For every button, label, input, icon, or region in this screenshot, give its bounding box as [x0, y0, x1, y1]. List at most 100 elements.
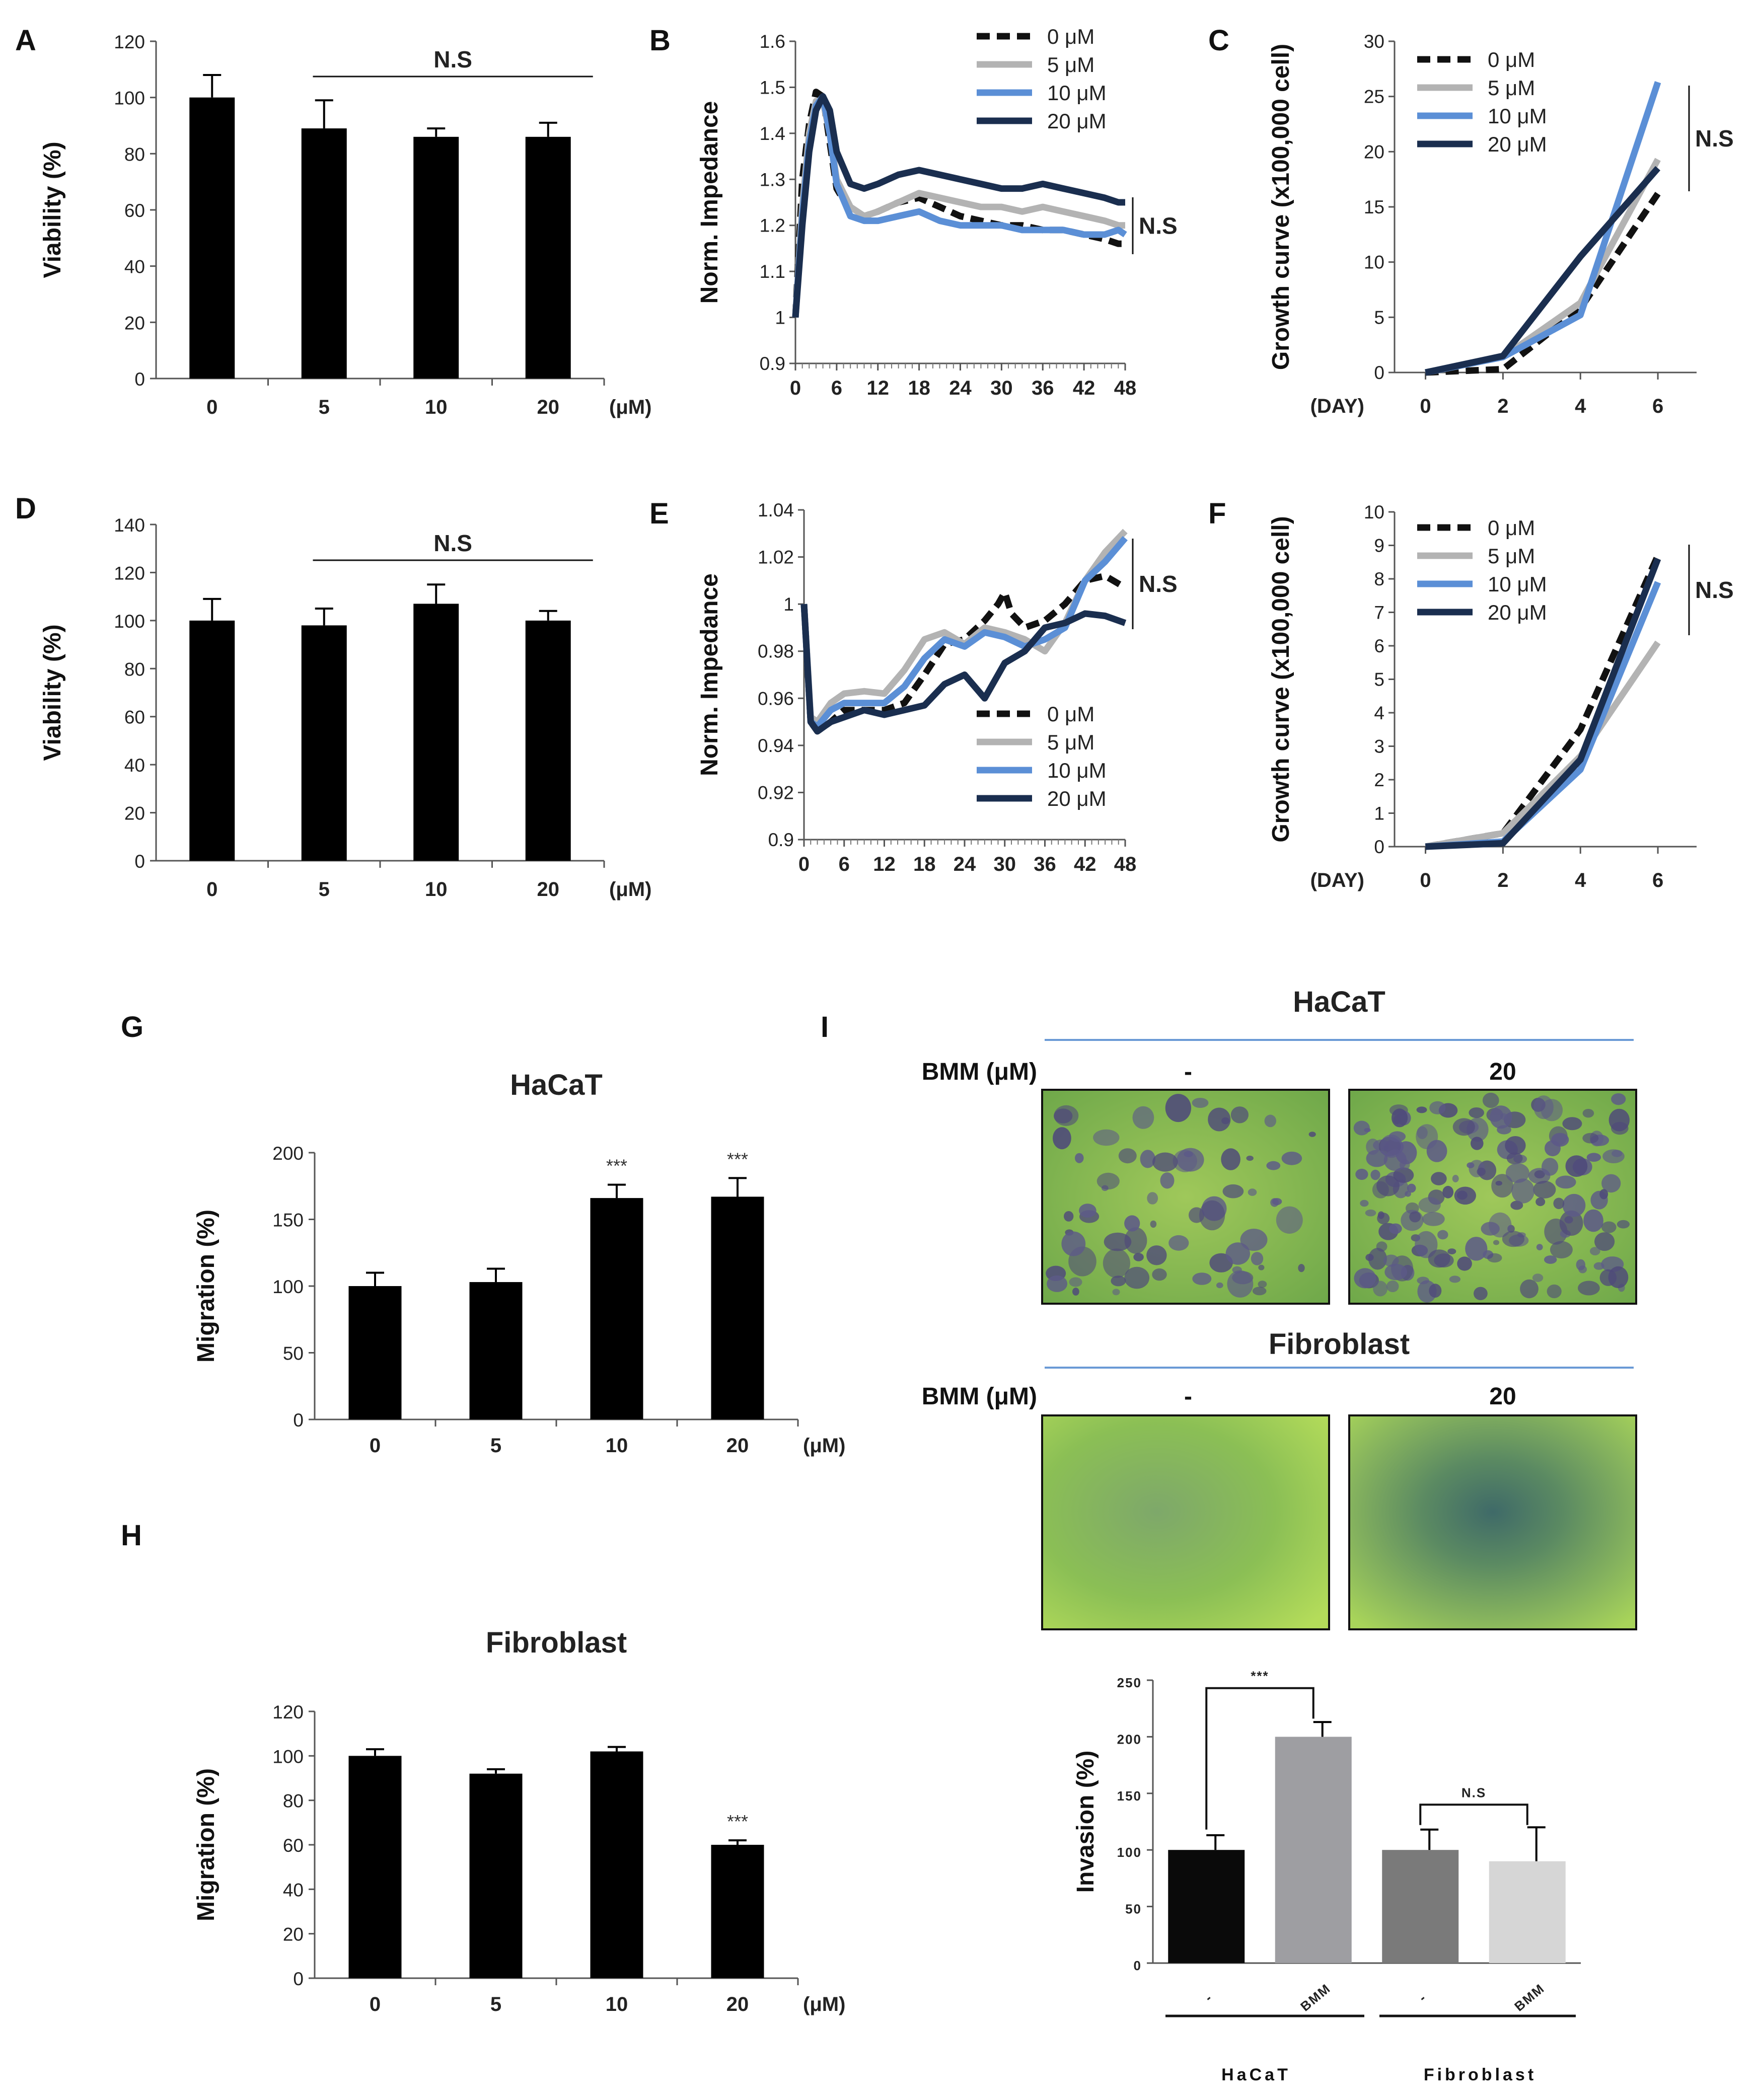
- micrograph-hacat-control-spots: [1046, 1094, 1316, 1298]
- bar: [413, 604, 459, 861]
- x-tick-label: 36: [1034, 853, 1056, 875]
- y-tick-label: 0.9: [760, 353, 785, 374]
- x-tick-label: 0: [1420, 395, 1431, 417]
- y-tick-label: 80: [124, 144, 145, 165]
- stain-spot: [1079, 1204, 1096, 1218]
- stain-spot: [1535, 1197, 1546, 1207]
- y-tick-label: 1.04: [758, 500, 794, 520]
- stain-spot: [1232, 1266, 1242, 1273]
- x-tick-label: BMM: [1297, 1981, 1333, 2014]
- stain-spot: [1471, 1137, 1484, 1150]
- stain-spot: [1487, 1253, 1502, 1263]
- stain-spot: [1449, 1276, 1461, 1283]
- x-tick-label: 30: [994, 853, 1016, 875]
- y-tick-label: 140: [114, 515, 145, 536]
- stain-spot: [1103, 1248, 1130, 1278]
- chart-i-invasion: 0 50 100 150 200 250 Invasion (%) - BMM - BMM HaCaT…: [1072, 1669, 1581, 2084]
- panel-label-f: F: [1208, 497, 1226, 530]
- bar: [590, 1751, 643, 1978]
- panel-label-d: D: [15, 492, 36, 525]
- panel-label-a: A: [15, 24, 36, 57]
- x-tick-label: 0: [370, 1993, 381, 2015]
- y-tick-label: 0: [293, 1969, 304, 1989]
- legend-label: 20 μM: [1488, 601, 1547, 624]
- stain-spot: [1240, 1229, 1268, 1251]
- x-tick-label: 18: [908, 377, 930, 399]
- stain-spot: [1104, 1232, 1132, 1251]
- series-line-2: [800, 536, 1128, 730]
- y-tick-label: 40: [283, 1880, 304, 1900]
- x-tick-label: 5: [319, 878, 330, 901]
- bar: [348, 1756, 402, 1978]
- y-tick-label: 1.2: [760, 215, 785, 236]
- panel-i-fibro-row-label: BMM (μM): [922, 1383, 1037, 1410]
- stain-spot: [1124, 1227, 1147, 1254]
- chart-d-viability: 0 20 40 60 80 100 120 140 Viability (%) 0 5 10 20 (μM…: [39, 515, 651, 901]
- x-tick-label: 0: [206, 396, 217, 418]
- x-tick-label: 12: [867, 377, 890, 399]
- stain-spot: [1418, 1197, 1441, 1213]
- stain-spot: [1118, 1148, 1137, 1164]
- y-tick-label: 40: [124, 755, 145, 776]
- y-axis-label: Growth curve (x100,000 cell): [1268, 516, 1294, 842]
- stain-spot: [1491, 1174, 1513, 1198]
- stain-spot: [1578, 1281, 1600, 1296]
- bar: [590, 1198, 643, 1419]
- stain-spot: [1417, 1277, 1429, 1285]
- panel-i-hacat-col-dose: 20: [1489, 1059, 1516, 1085]
- stain-spot: [1364, 1128, 1371, 1133]
- stain-spot: [1415, 1231, 1438, 1258]
- y-axis-label: Invasion (%): [1072, 1751, 1099, 1893]
- chart-e-impedance: 0.9 0.92 0.94 0.96 0.98 1 1.02 1.04 0 6 12 18 24 30 36…: [696, 500, 1178, 875]
- stain-spot: [1386, 1280, 1399, 1293]
- stain-spot: [1550, 1241, 1573, 1259]
- significance-label: ***: [727, 1811, 748, 1832]
- x-tick-label: -: [1416, 1990, 1429, 2005]
- stain-spot: [1199, 1200, 1225, 1231]
- bar: [1489, 1861, 1566, 1963]
- x-tick-label: 20: [537, 396, 560, 418]
- x-tick-label: 4: [1575, 869, 1586, 891]
- y-tick-label: 1.3: [760, 169, 785, 190]
- stain-spot: [1559, 1210, 1583, 1236]
- x-tick-label: 6: [1652, 869, 1663, 891]
- x-tick-label: 6: [831, 377, 842, 399]
- panel-label-h: H: [121, 1519, 142, 1552]
- x-tick-label: 4: [1575, 395, 1586, 417]
- stain-spot: [1222, 1184, 1244, 1198]
- bar: [1275, 1737, 1352, 1963]
- y-tick-label: 50: [1125, 1902, 1142, 1917]
- panel-label-g: G: [121, 1011, 143, 1043]
- x-tick-label: 5: [490, 1993, 501, 2015]
- y-tick-label: 120: [114, 563, 145, 583]
- stain-spot: [1112, 1289, 1120, 1296]
- legend-label: 0 μM: [1488, 516, 1535, 540]
- legend-label: 10 μM: [1047, 759, 1107, 782]
- stain-spot: [1152, 1152, 1178, 1172]
- y-tick-label: 100: [272, 1277, 304, 1297]
- series-line-3: [800, 604, 1127, 735]
- x-tick-label: 5: [490, 1435, 501, 1457]
- y-tick-label: 1.5: [760, 77, 785, 98]
- y-tick-label: 150: [1117, 1788, 1142, 1804]
- x-tick-label: 42: [1074, 853, 1096, 875]
- stain-spot: [1152, 1268, 1167, 1281]
- stain-spot: [1601, 1174, 1621, 1193]
- series-line-3: [1425, 166, 1660, 376]
- bar: [469, 1773, 523, 1978]
- legend-label: 10 μM: [1488, 572, 1547, 596]
- x-tick-label: 0: [206, 878, 217, 901]
- y-tick-label: 2: [1374, 770, 1384, 790]
- y-tick-label: 25: [1364, 87, 1384, 107]
- stain-spot: [1601, 1221, 1617, 1233]
- y-tick-label: 3: [1374, 736, 1384, 757]
- bracket-fibroblast-label: N.S: [1461, 1785, 1486, 1800]
- stain-spot: [1227, 1270, 1254, 1298]
- stain-spot: [1481, 1222, 1500, 1236]
- y-tick-label: 1: [783, 594, 794, 615]
- stain-spot: [1370, 1169, 1380, 1180]
- x-tick-label: 10: [606, 1993, 628, 2015]
- y-tick-label: 200: [272, 1143, 304, 1164]
- stain-spot: [1431, 1172, 1447, 1185]
- bracket-hacat-label: ***: [1251, 1669, 1269, 1684]
